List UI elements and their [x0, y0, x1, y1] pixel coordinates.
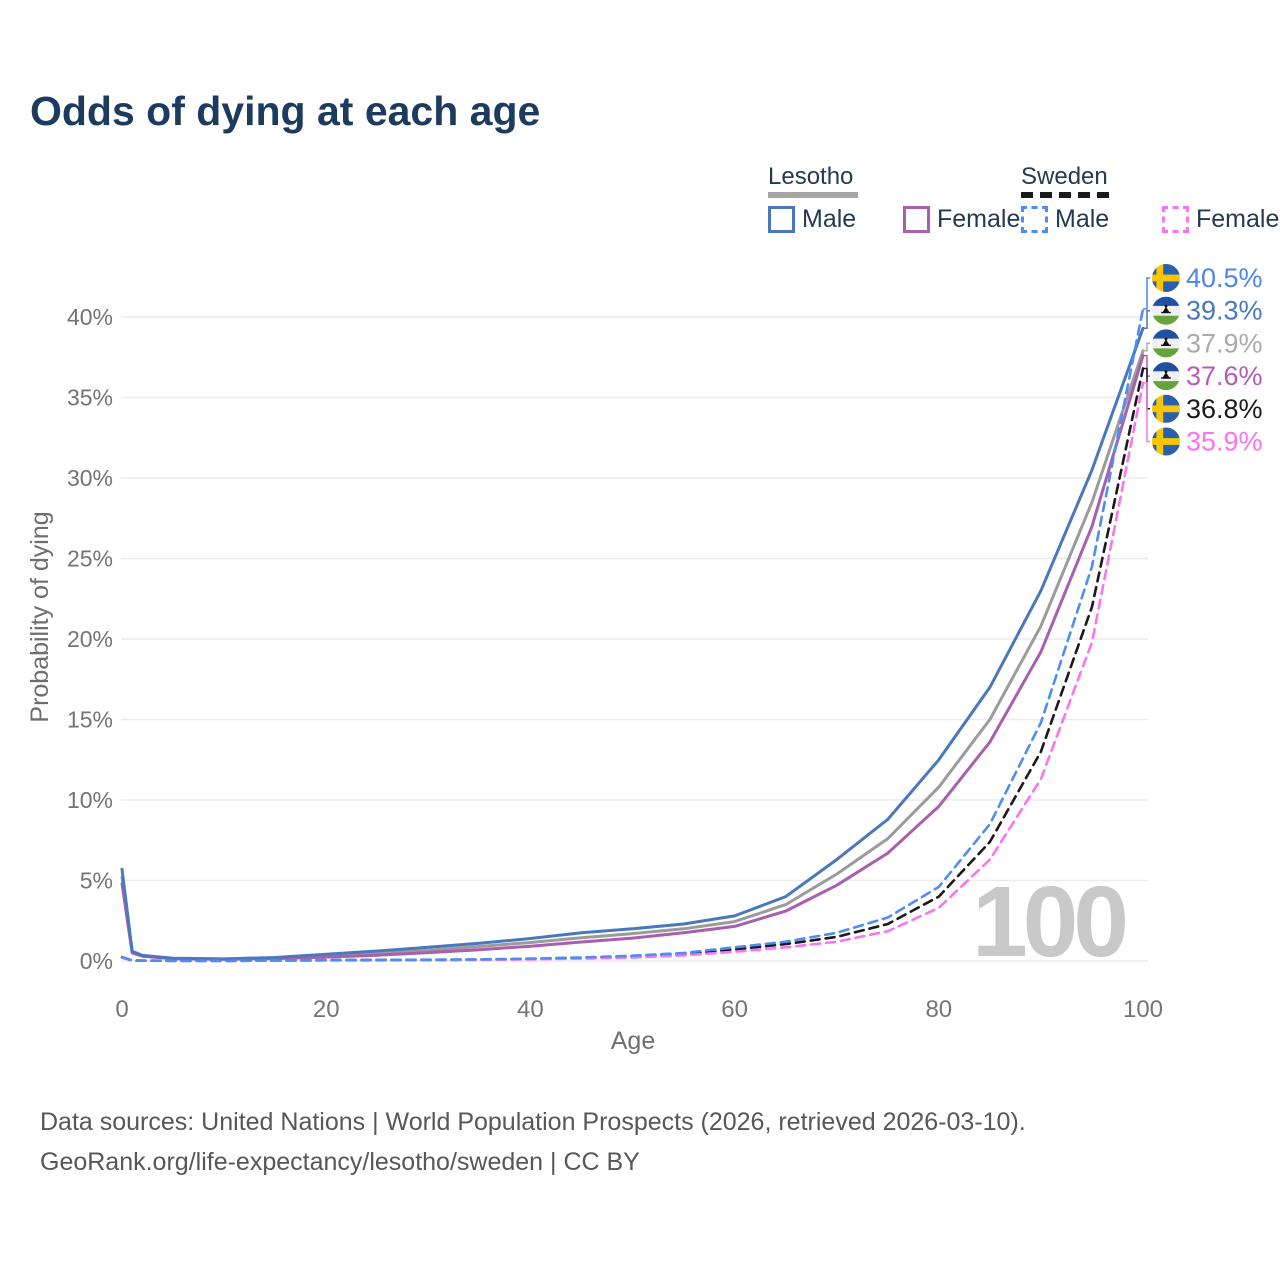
end-label-value-sweden-total: 36.8%	[1186, 394, 1263, 424]
end-label-value-sweden-male: 40.5%	[1186, 263, 1263, 293]
footer-attribution-link: GeoRank.org/life-expectancy/lesotho/swed…	[40, 1148, 640, 1176]
end-label-value-sweden-female: 35.9%	[1186, 427, 1263, 457]
end-label-value-lesotho-male: 39.3%	[1186, 296, 1263, 326]
x-tick-label: 60	[721, 996, 748, 1023]
legend-group-title-sweden: Sweden	[1021, 163, 1108, 190]
y-tick-label: 20%	[67, 626, 113, 652]
legend-item-sweden-female[interactable]: Female	[1162, 205, 1279, 234]
legend-item-sweden-male[interactable]: Male	[1021, 205, 1109, 234]
end-label-value-lesotho-total: 37.9%	[1186, 328, 1263, 358]
end-label-leader	[1143, 354, 1150, 377]
legend-swatch-lesotho-female	[903, 206, 930, 233]
series-line-sweden-female	[120, 381, 1145, 963]
legend-label: Male	[1055, 205, 1110, 233]
x-axis-title: Age	[611, 1027, 655, 1055]
end-label-leader	[1143, 277, 1150, 310]
hover-age-watermark: 100	[972, 866, 1125, 978]
legend-group-title-lesotho: Lesotho	[768, 163, 854, 190]
legend-item-lesotho-male[interactable]: Male	[768, 205, 856, 234]
legend-lesotho-line-sample	[768, 192, 858, 198]
y-tick-label: 10%	[67, 787, 113, 813]
series-line-lesotho-male	[120, 326, 1145, 961]
page-title: Odds of dying at each age	[30, 88, 541, 134]
y-axis-title: Probability of dying	[26, 511, 54, 722]
x-tick-label: 80	[925, 996, 952, 1023]
y-tick-label: 25%	[67, 546, 113, 572]
end-label-leader	[1143, 382, 1150, 443]
y-tick-label: 15%	[67, 707, 113, 733]
x-tick-label: 20	[313, 996, 340, 1023]
y-tick-label: 0%	[80, 948, 113, 974]
legend-swatch-sweden-female	[1162, 206, 1189, 233]
sweden-flag-icon	[1150, 392, 1182, 425]
legend-swatch-lesotho-male	[768, 206, 795, 233]
end-label-leader	[1143, 342, 1150, 352]
sweden-flag-icon	[1150, 262, 1182, 294]
legend-swatch-sweden-male	[1021, 206, 1048, 233]
y-tick-label: 35%	[67, 385, 113, 411]
lesotho-flag-icon	[1150, 360, 1182, 393]
x-tick-label: 0	[115, 996, 128, 1023]
legend-sweden-line-sample	[1021, 192, 1110, 198]
legend-label: Male	[802, 205, 857, 233]
series-line-sweden-male	[120, 307, 1145, 963]
x-tick-label: 40	[517, 996, 544, 1023]
footer-data-sources: Data sources: United Nations | World Pop…	[40, 1108, 1026, 1136]
legend-label: Female	[1196, 205, 1280, 233]
end-label-leader	[1143, 309, 1150, 330]
end-label-value-lesotho-female: 37.6%	[1186, 361, 1263, 391]
legend-label: Female	[937, 205, 1021, 233]
lesotho-flag-icon	[1150, 294, 1182, 327]
sweden-flag-icon	[1150, 425, 1182, 458]
y-tick-label: 40%	[67, 304, 113, 330]
legend-item-lesotho-female[interactable]: Female	[903, 205, 1020, 234]
lesotho-flag-icon	[1150, 327, 1182, 360]
x-tick-label: 100	[1123, 996, 1163, 1023]
y-tick-label: 5%	[80, 868, 113, 894]
y-tick-label: 30%	[67, 465, 113, 491]
